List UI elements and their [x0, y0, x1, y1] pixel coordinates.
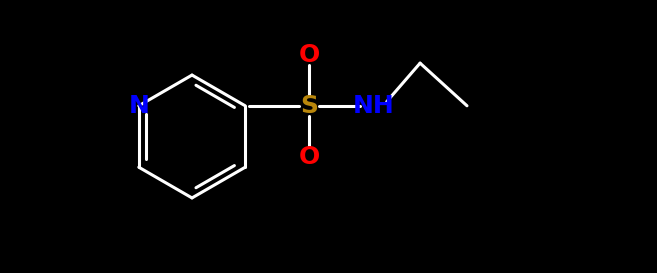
Text: O: O [298, 43, 320, 67]
Text: O: O [298, 145, 320, 169]
Text: NH: NH [352, 94, 394, 118]
Text: N: N [128, 94, 149, 118]
Text: S: S [300, 94, 318, 118]
